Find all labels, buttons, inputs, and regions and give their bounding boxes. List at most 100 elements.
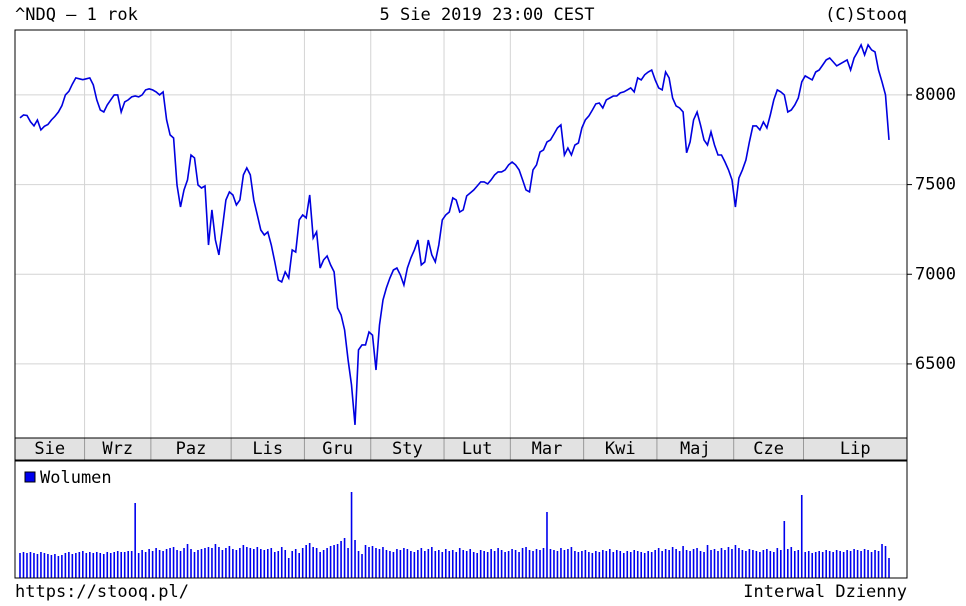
volume-bar bbox=[249, 548, 252, 578]
volume-bar bbox=[340, 541, 342, 578]
volume-bar bbox=[162, 551, 164, 578]
volume-bar bbox=[137, 553, 140, 578]
date: 5 Sie 2019 23:00 CEST bbox=[380, 5, 595, 25]
volume-bar bbox=[270, 548, 273, 578]
volume-bar bbox=[542, 548, 545, 578]
volume-bar bbox=[786, 549, 789, 578]
volume-bar bbox=[176, 550, 178, 578]
y-tick-label: 6500 bbox=[915, 354, 956, 374]
volume-bar bbox=[514, 550, 517, 578]
volume-bar bbox=[305, 545, 307, 578]
copyright: (C)Stooq bbox=[825, 5, 907, 25]
volume-bar bbox=[298, 553, 300, 578]
volume-bar bbox=[190, 549, 192, 578]
volume-bar bbox=[860, 551, 862, 578]
volume-bar bbox=[657, 548, 660, 578]
volume-bar bbox=[242, 545, 245, 578]
y-tick-label: 7500 bbox=[915, 175, 956, 195]
volume-bar bbox=[354, 540, 356, 578]
volume-bar bbox=[78, 552, 81, 578]
volume-bar bbox=[476, 553, 478, 578]
volume-bar bbox=[61, 555, 63, 578]
volume-bar bbox=[863, 549, 866, 578]
volume-bar bbox=[417, 550, 419, 578]
volume-bar bbox=[441, 552, 444, 578]
volume-bar bbox=[406, 549, 409, 578]
volume-bar bbox=[867, 550, 869, 578]
volume-bar bbox=[336, 544, 339, 578]
month-band bbox=[15, 438, 907, 460]
volume-bar bbox=[486, 552, 489, 578]
volume-bar bbox=[235, 550, 238, 578]
volume-bar bbox=[455, 552, 458, 578]
volume-bar bbox=[120, 552, 123, 578]
legend-swatch bbox=[24, 471, 36, 483]
volume-bar bbox=[371, 546, 374, 578]
volume-bar bbox=[361, 554, 363, 578]
footer-url: https://stooq.pl/ bbox=[15, 582, 189, 602]
volume-bar bbox=[420, 548, 423, 578]
volume-bar bbox=[33, 553, 35, 578]
volume-bar bbox=[284, 550, 287, 578]
volume-bar bbox=[225, 548, 227, 578]
volume-bar bbox=[497, 548, 499, 578]
volume-bar bbox=[385, 550, 388, 578]
volume-bar bbox=[745, 551, 747, 578]
volume-bar bbox=[155, 548, 157, 578]
volume-bar bbox=[347, 548, 349, 578]
x-tick-label: Mar bbox=[532, 439, 563, 459]
volume-bar bbox=[54, 554, 56, 578]
volume-bar bbox=[462, 550, 465, 578]
volume-bar bbox=[584, 550, 587, 578]
volume-bar bbox=[294, 549, 297, 578]
volume-bar bbox=[546, 512, 548, 578]
volume-bar bbox=[769, 551, 772, 578]
volume-bar bbox=[609, 549, 611, 578]
x-tick-label: Maj bbox=[680, 439, 711, 459]
y-tick-label: 8000 bbox=[915, 85, 956, 105]
volume-bar bbox=[633, 550, 636, 578]
volume-bar bbox=[776, 548, 779, 578]
volume-bar bbox=[266, 549, 269, 578]
volume-bar bbox=[193, 552, 196, 578]
volume-bar bbox=[26, 553, 28, 578]
volume-bar bbox=[29, 552, 32, 578]
volume-bar bbox=[567, 549, 569, 578]
volume-bar bbox=[717, 551, 719, 578]
volume-bar bbox=[539, 550, 541, 578]
volume-bar bbox=[793, 551, 796, 578]
volume-bar bbox=[392, 552, 395, 578]
volume-bar bbox=[724, 550, 726, 578]
volume-bar bbox=[696, 548, 698, 578]
volume-bar bbox=[280, 547, 283, 578]
volume-bar bbox=[800, 495, 803, 578]
volume-bar bbox=[881, 544, 883, 578]
volume-bar bbox=[602, 550, 604, 578]
volume-bar bbox=[692, 549, 695, 578]
volume-bar bbox=[396, 549, 398, 578]
volume-bar bbox=[741, 550, 744, 578]
volume-bar bbox=[256, 547, 259, 578]
volume-bar bbox=[221, 550, 224, 578]
volume-bar bbox=[448, 551, 451, 578]
volume-bar bbox=[479, 550, 482, 578]
volume-bar bbox=[706, 545, 709, 578]
volume-bar bbox=[40, 552, 42, 578]
volume-frame bbox=[14, 460, 908, 579]
volume-bar bbox=[431, 547, 433, 578]
legend-label: Wolumen bbox=[40, 468, 112, 488]
volume-bar bbox=[364, 545, 367, 578]
volume-bar bbox=[650, 552, 653, 578]
x-tick-label: Gru bbox=[322, 439, 353, 459]
volume-bar bbox=[821, 552, 824, 578]
volume-bar bbox=[179, 551, 182, 578]
volume-bar bbox=[570, 547, 573, 578]
volume-bar bbox=[232, 549, 234, 578]
volume-bar bbox=[165, 549, 168, 578]
volume-bar bbox=[518, 552, 520, 578]
volume-bar bbox=[731, 549, 733, 578]
volume-bar bbox=[378, 549, 381, 578]
volume-bar bbox=[839, 551, 841, 578]
volume-bar bbox=[102, 554, 105, 578]
